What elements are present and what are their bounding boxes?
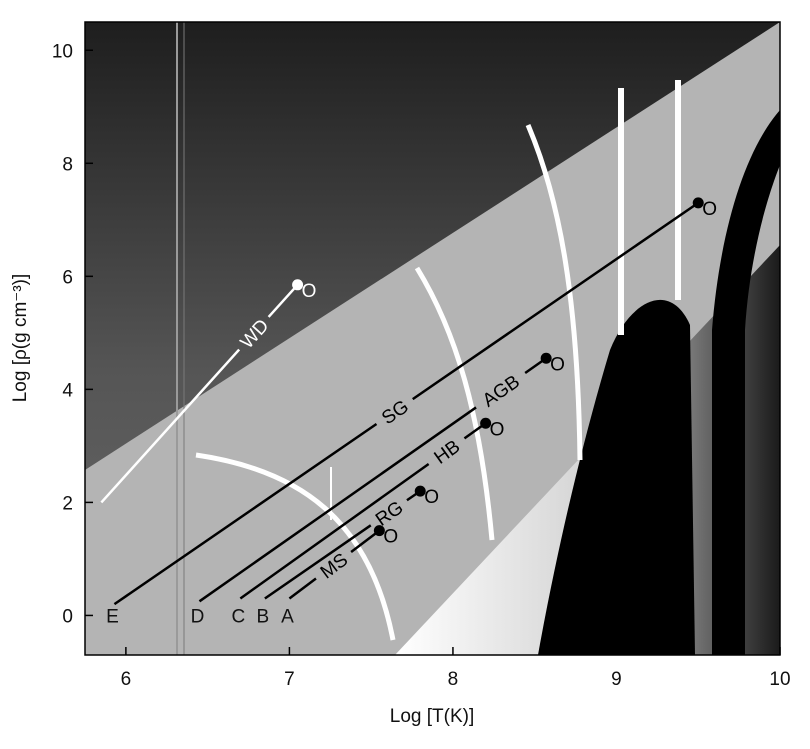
- track-end-dot: [540, 352, 552, 364]
- track-start-label-a: A: [281, 606, 294, 627]
- track-end-dot: [373, 525, 385, 537]
- track-end-dot: [692, 197, 704, 209]
- track-line-wd-end: [267, 283, 299, 318]
- track-line-e-end: [412, 201, 699, 401]
- track-line-a: [288, 577, 317, 600]
- track-start-label-b: B: [257, 606, 270, 627]
- regime-boundaries: [195, 80, 681, 641]
- x-tick-label: 10: [769, 669, 790, 690]
- track-line-e: [113, 422, 378, 606]
- boundary-curve-2: [414, 266, 495, 541]
- x-axis-ticks: 6 7 8 9 10: [121, 647, 791, 690]
- track-end-marker: O: [383, 527, 398, 548]
- track-line-wd: [100, 348, 241, 504]
- y-tick-label: 10: [52, 41, 73, 62]
- track-end-marker: O: [490, 419, 505, 440]
- x-tick-label: 6: [121, 669, 132, 690]
- track-end-marker: O: [424, 487, 439, 508]
- track-end-marker: O: [702, 199, 717, 220]
- track-line-b: [264, 524, 372, 600]
- y-tick-label: 0: [62, 606, 73, 627]
- x-tick-label: 8: [448, 669, 459, 690]
- y-axis-label: Log [ρ(g cm⁻³)]: [10, 274, 31, 403]
- x-tick-label: 9: [611, 669, 622, 690]
- y-axis-ticks: 0 2 4 6 8 10: [52, 41, 93, 627]
- track-end-dot: [414, 485, 426, 497]
- y-tick-label: 6: [62, 267, 73, 288]
- boundary-curve-3: [525, 124, 583, 461]
- region-pair-instability-black: [538, 299, 695, 655]
- track-start-label-c: C: [231, 606, 245, 627]
- track-start-label-d: D: [191, 606, 205, 627]
- y-tick-label: 2: [62, 493, 73, 514]
- track-end-marker: O: [550, 354, 565, 375]
- y-tick-label: 8: [62, 154, 73, 175]
- y-tick-label: 4: [62, 380, 73, 401]
- track-start-label-e: E: [106, 606, 119, 627]
- track-line-d: [198, 406, 477, 603]
- track-line-a-end: [350, 529, 381, 553]
- track-end-marker: O: [302, 281, 317, 302]
- boundary-curve-1: [195, 452, 396, 641]
- track-line-c: [239, 462, 430, 600]
- track-end-dot: [480, 417, 492, 429]
- track-end-dot: [292, 279, 304, 291]
- x-axis-label: Log [T(K)]: [390, 706, 474, 727]
- region-photodisintegration-black: [712, 110, 780, 655]
- x-tick-label: 7: [284, 669, 295, 690]
- plot-regions: [85, 22, 780, 655]
- plot-frame: [84, 21, 781, 656]
